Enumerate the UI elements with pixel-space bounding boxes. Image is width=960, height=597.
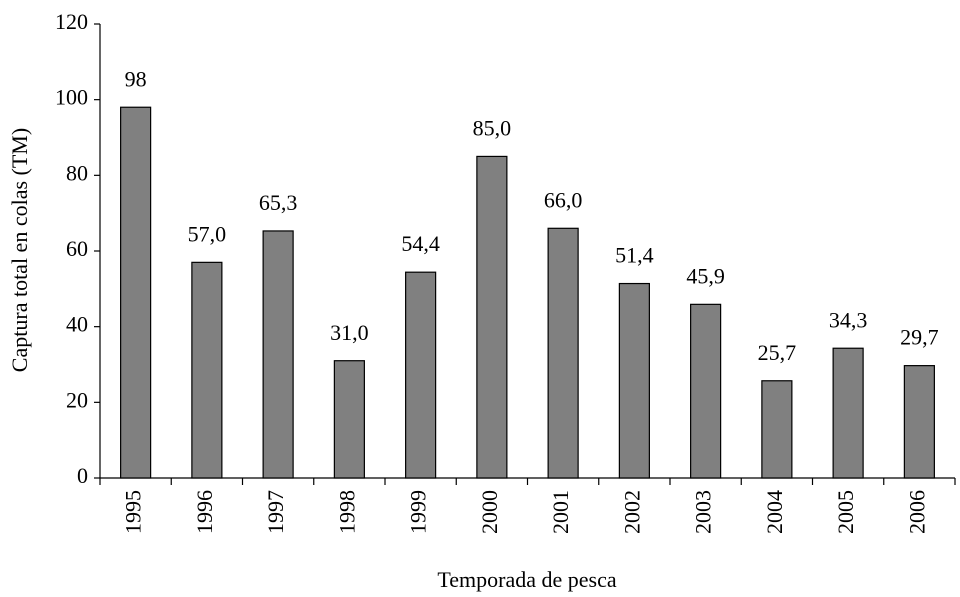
x-tick-label: 2000 bbox=[477, 490, 502, 534]
x-tick-label: 1999 bbox=[406, 490, 431, 534]
y-tick-label: 60 bbox=[66, 236, 88, 261]
x-tick-label: 1998 bbox=[334, 490, 359, 534]
bar bbox=[120, 106, 152, 479]
bar bbox=[618, 282, 650, 479]
y-tick-label: 120 bbox=[55, 9, 88, 34]
bar bbox=[262, 230, 294, 479]
bar bbox=[903, 365, 935, 479]
data-label: 65,3 bbox=[259, 190, 298, 215]
x-tick-label: 2004 bbox=[762, 490, 787, 534]
bar bbox=[405, 271, 437, 479]
bar bbox=[547, 227, 579, 479]
data-label: 85,0 bbox=[473, 115, 512, 140]
x-tick-label: 1996 bbox=[192, 490, 217, 534]
bar bbox=[191, 261, 223, 479]
x-axis-title: Temporada de pesca bbox=[437, 567, 616, 592]
data-label: 57,0 bbox=[188, 221, 227, 246]
x-tick-label: 2001 bbox=[548, 490, 573, 534]
x-tick-label: 2003 bbox=[691, 490, 716, 534]
x-tick-label: 1997 bbox=[263, 490, 288, 534]
bar bbox=[333, 360, 365, 479]
bar bbox=[761, 380, 793, 479]
y-axis-title: Captura total en colas (TM) bbox=[7, 128, 32, 372]
x-tick-label: 2005 bbox=[833, 490, 858, 534]
data-label: 51,4 bbox=[615, 243, 654, 268]
data-label: 29,7 bbox=[900, 325, 939, 350]
data-label: 54,4 bbox=[401, 231, 440, 256]
bar bbox=[690, 303, 722, 479]
data-label: 34,3 bbox=[829, 307, 868, 332]
data-label: 45,9 bbox=[686, 263, 725, 288]
data-label: 31,0 bbox=[330, 320, 369, 345]
data-label: 98 bbox=[125, 66, 147, 91]
x-tick-label: 2006 bbox=[904, 490, 929, 534]
y-tick-label: 100 bbox=[55, 85, 88, 110]
y-tick-label: 40 bbox=[66, 312, 88, 337]
bar bbox=[832, 347, 864, 479]
x-tick-label: 1995 bbox=[121, 490, 146, 534]
y-tick-label: 80 bbox=[66, 160, 88, 185]
y-tick-label: 20 bbox=[66, 387, 88, 412]
x-tick-label: 2002 bbox=[619, 490, 644, 534]
data-label: 25,7 bbox=[758, 340, 797, 365]
y-tick-label: 0 bbox=[77, 463, 88, 488]
bar bbox=[476, 155, 508, 479]
data-label: 66,0 bbox=[544, 187, 583, 212]
